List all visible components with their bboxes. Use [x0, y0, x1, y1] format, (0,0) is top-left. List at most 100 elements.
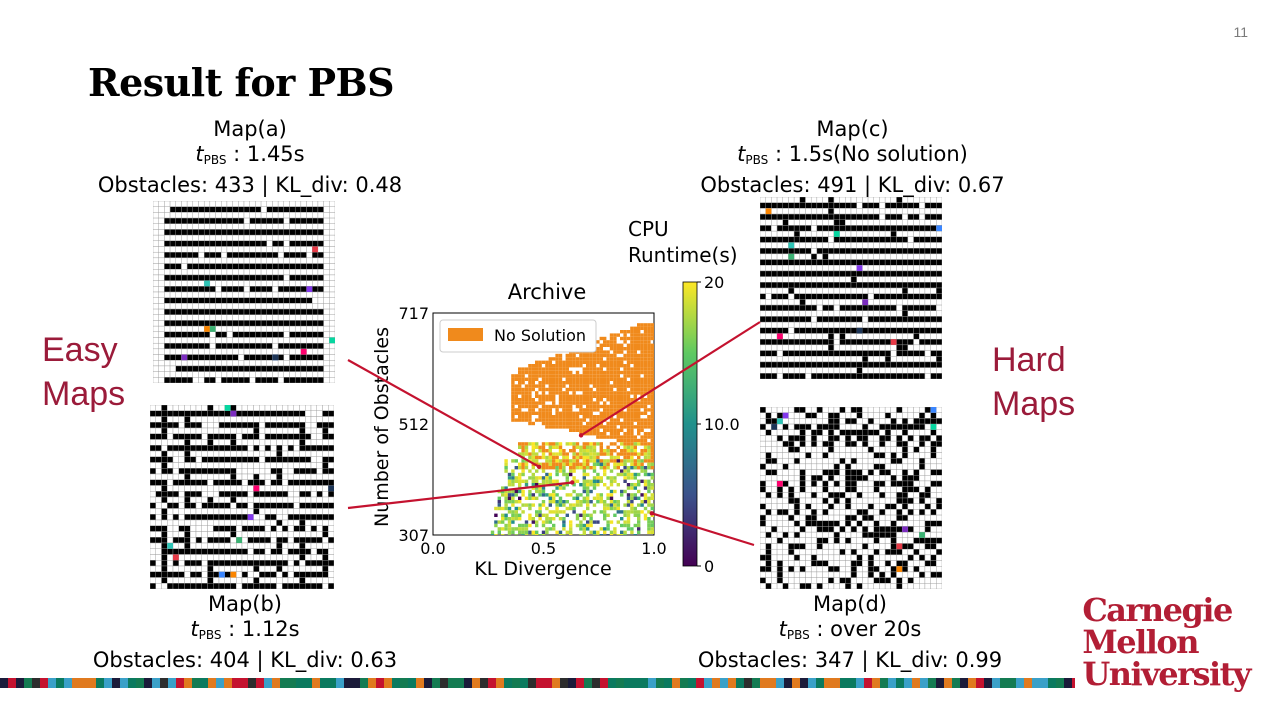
legend-swatch [448, 328, 483, 341]
map-c-runtime-line: tPBS : 1.5s(No solution) [670, 142, 1035, 173]
y-tick-label: 512 [398, 415, 429, 434]
map-c-caption: Map(c) tPBS : 1.5s(No solution) Obstacle… [670, 117, 1035, 198]
map-b-stats: Obstacles: 404 | KL_div: 0.63 [92, 648, 398, 672]
slide-title: Result for PBS [88, 60, 395, 105]
y-axis-label: Number of Obstacles [371, 327, 393, 527]
x-tick-label: 1.0 [641, 539, 666, 558]
colorbar-title-line-1: CPU [628, 217, 669, 241]
x-tick-label: 0.5 [531, 539, 556, 558]
map-c-grid [760, 197, 942, 379]
archive-chart: Archive No Solution 0.0 0.5 1.0 307512717 … [371, 217, 740, 580]
map-a-stats: Obstacles: 433 | KL_div: 0.48 [97, 173, 403, 197]
map-a-t-sub: PBS [203, 153, 227, 167]
map-b-grid [150, 405, 334, 589]
agent-cell [771, 424, 778, 430]
map-d-t-sub: PBS [786, 628, 810, 642]
agent-cell [919, 532, 925, 538]
x-tick-label: 0.0 [420, 539, 445, 558]
map-d-t-symbol: t [778, 617, 787, 641]
agent-cell [930, 407, 937, 413]
colorbar [682, 281, 698, 567]
agent-cell [896, 566, 903, 572]
agent-cell [777, 480, 783, 487]
y-tick-labels: 307 512 717 [398, 304, 429, 545]
map-d-runtime: : over 20s [809, 617, 922, 641]
chart-title: Archive [508, 280, 587, 304]
easy-label-line-1: Easy [42, 331, 118, 369]
map-d-runtime-line: tPBS : over 20s [670, 617, 1030, 648]
agent-cell [253, 485, 260, 492]
map-c-stats: Obstacles: 491 | KL_div: 0.67 [700, 173, 1005, 197]
colorbar-tick-label: 0 [704, 557, 714, 576]
slide-number: 11 [1233, 24, 1248, 40]
colorbar-tick-label: 10.0 [704, 415, 740, 434]
agent-cell [856, 265, 863, 271]
hard-label-line-2: Maps [992, 385, 1076, 423]
map-a-name: Map(a) [213, 117, 287, 141]
agent-cell [833, 231, 840, 237]
agent-cell [788, 242, 795, 249]
easy-maps-label: Easy Maps [42, 328, 125, 416]
map-b-t-symbol: t [190, 617, 199, 641]
agent-cell [777, 418, 783, 425]
agent-cell [936, 225, 942, 232]
hard-maps-label: Hard Maps [992, 338, 1075, 426]
agent-cell [765, 208, 772, 215]
agent-cell [788, 253, 795, 260]
agent-cell [896, 543, 903, 550]
logo-line-3: University [1082, 655, 1251, 693]
agent-cell [167, 543, 173, 549]
map-b-t-sub: PBS [198, 628, 222, 642]
agent-cell [902, 526, 908, 533]
map-a-grid [153, 201, 335, 383]
hard-label-line-1: Hard [992, 341, 1066, 379]
agent-cell [312, 246, 318, 253]
agent-cell [300, 348, 307, 355]
agent-cell [204, 326, 210, 332]
x-axis-label: KL Divergence [474, 558, 611, 580]
agent-cell [230, 410, 237, 417]
agent-cell [272, 354, 279, 361]
agent-cell [329, 337, 335, 344]
y-tick-label: 307 [398, 526, 429, 545]
map-c-t-symbol: t [737, 142, 746, 166]
agent-cell [173, 554, 179, 561]
map-b-runtime: : 1.12s [221, 617, 300, 641]
easy-label-line-2: Maps [42, 375, 126, 413]
colorbar-title-line-2: Runtime(s) [628, 243, 738, 267]
agent-cell [890, 339, 897, 345]
footer-pattern-band [0, 678, 1075, 688]
agent-cell [328, 485, 334, 492]
cmu-logo: Carnegie Mellon University [1082, 591, 1251, 693]
map-b-name: Map(b) [207, 592, 283, 616]
map-a-caption: Map(a) tPBS : 1.45s Obstacles: 433 | KL_… [80, 117, 420, 198]
agent-cell [862, 299, 869, 306]
agent-cell [236, 537, 242, 543]
agent-cell [306, 286, 313, 292]
logo-line-1: Carnegie [1082, 591, 1233, 629]
map-a-runtime-line: tPBS : 1.45s [80, 142, 420, 173]
map-d-name: Map(d) [812, 592, 888, 616]
agent-cell [224, 405, 231, 411]
agent-cell [230, 571, 237, 578]
map-b-caption: Map(b) tPBS : 1.12s Obstacles: 404 | KL_… [70, 592, 420, 673]
x-tick-labels: 0.0 0.5 1.0 [420, 539, 666, 558]
agent-cell [181, 354, 188, 361]
map-d-grid [760, 407, 942, 589]
agent-cell [777, 333, 783, 340]
map-d-stats: Obstacles: 347 | KL_div: 0.99 [697, 648, 1003, 672]
agent-cell [856, 327, 863, 334]
agent-cell [209, 326, 216, 332]
agent-cell [782, 412, 789, 419]
legend-label: No Solution [494, 326, 586, 345]
agent-cell [930, 424, 937, 430]
map-c-t-sub: PBS [745, 153, 769, 167]
colorbar-tick-label: 20 [704, 273, 724, 292]
map-b-runtime-line: tPBS : 1.12s [70, 617, 420, 648]
agent-cell [219, 571, 225, 578]
agent-cell [247, 514, 254, 520]
agent-cell [204, 280, 210, 287]
y-tick-label: 717 [398, 304, 429, 323]
map-c-runtime: : 1.5s(No solution) [768, 142, 968, 166]
logo-line-2: Mellon [1082, 623, 1199, 661]
